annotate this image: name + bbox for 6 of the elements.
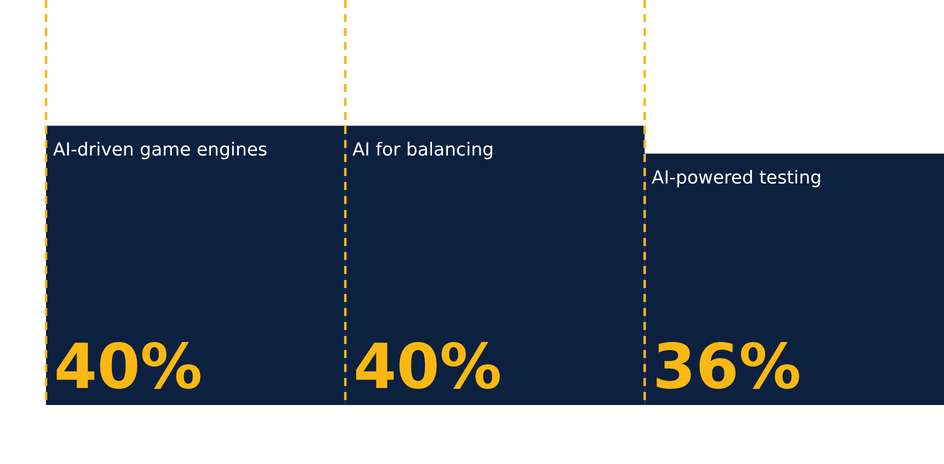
- data-label: 40%: [353, 330, 502, 403]
- data-label: 40%: [54, 330, 202, 403]
- x-tick-label: AI-powered testing: [652, 168, 822, 189]
- x-tick-label: AI for balancing: [352, 140, 494, 161]
- x-tick-label: AI-driven game engines: [53, 140, 268, 161]
- data-label: 36%: [652, 330, 802, 403]
